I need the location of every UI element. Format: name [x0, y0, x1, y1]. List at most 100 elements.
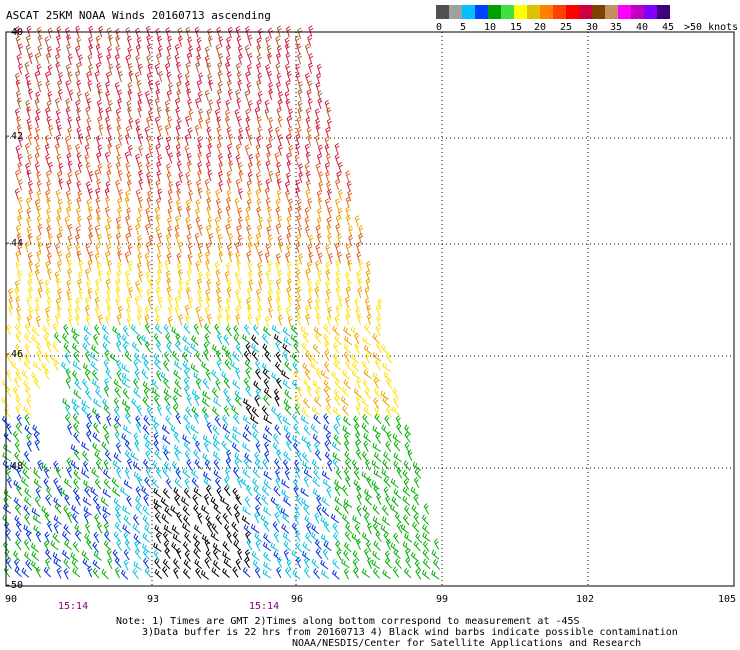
- wind-barb: [114, 505, 121, 517]
- wind-barb: [225, 99, 231, 111]
- wind-barb: [57, 288, 63, 300]
- wind-barb: [363, 513, 370, 525]
- wind-barb: [44, 143, 50, 156]
- wind-barb: [64, 413, 72, 426]
- wind-barb: [314, 396, 322, 407]
- wind-barb: [241, 334, 251, 344]
- wind-barb: [14, 323, 22, 335]
- wind-barb: [286, 70, 292, 83]
- wind-barb: [421, 569, 430, 580]
- wind-barb: [332, 452, 341, 462]
- wind-barb: [14, 515, 22, 526]
- wind-barb: [86, 125, 92, 137]
- wind-barb: [65, 80, 71, 92]
- wind-barb: [402, 486, 411, 497]
- wind-barb: [52, 552, 61, 562]
- wind-barb: [204, 459, 211, 471]
- wind-barb: [396, 467, 403, 479]
- wind-barb: [353, 567, 360, 579]
- wind-barb: [37, 459, 43, 472]
- wind-barb: [155, 467, 163, 479]
- wind-barb: [317, 90, 323, 102]
- wind-barb: [124, 196, 130, 208]
- wind-barb: [87, 259, 93, 271]
- colorbar-segment: [605, 5, 618, 19]
- wind-barb: [15, 422, 23, 434]
- lon-label-93: 93: [147, 594, 160, 605]
- wind-barb: [162, 531, 170, 543]
- wind-barb: [343, 343, 352, 354]
- wind-barb: [227, 152, 233, 164]
- wind-barb: [237, 216, 243, 228]
- wind-barb: [3, 443, 12, 454]
- wind-barb: [358, 259, 364, 272]
- wind-barb: [74, 379, 82, 391]
- wind-barb: [303, 424, 311, 436]
- wind-barb: [404, 532, 413, 543]
- wind-barb: [235, 62, 241, 75]
- wind-barb: [66, 279, 72, 291]
- wind-barb: [83, 325, 92, 336]
- wind-barb: [351, 369, 360, 380]
- wind-barb: [14, 188, 20, 200]
- wind-barb: [375, 304, 381, 316]
- wind-barb: [157, 232, 163, 244]
- wind-barb: [314, 441, 321, 453]
- wind-barb: [395, 415, 402, 427]
- wind-barb: [85, 388, 92, 400]
- wind-barb: [31, 551, 40, 562]
- wind-barb: [202, 378, 210, 390]
- wind-barb: [296, 205, 302, 218]
- wind-barb: [332, 353, 341, 364]
- wind-barb: [30, 542, 39, 553]
- wind-barb: [71, 342, 80, 353]
- wind-barb: [275, 198, 281, 210]
- wind-barb: [390, 542, 399, 552]
- wind-barb: [385, 495, 392, 507]
- wind-barb: [327, 206, 333, 219]
- wind-barb: [413, 513, 420, 525]
- lat-label-46: -46: [5, 349, 24, 360]
- wind-barb: [24, 142, 30, 155]
- wind-barb: [106, 217, 112, 229]
- wind-barb: [284, 469, 290, 481]
- wind-barb: [295, 467, 301, 479]
- wind-barb: [385, 538, 392, 551]
- wind-barb: [23, 352, 31, 364]
- wind-barb: [188, 45, 194, 57]
- wind-barb: [145, 25, 151, 37]
- wind-barb: [335, 178, 341, 191]
- wind-barb: [97, 88, 103, 100]
- wind-barb: [326, 460, 333, 472]
- wind-barb: [98, 270, 104, 282]
- wind-barb: [294, 404, 301, 416]
- wind-barb: [205, 288, 211, 301]
- wind-barb: [392, 387, 399, 399]
- wind-barb: [104, 224, 110, 236]
- wind-barb: [36, 350, 42, 362]
- wind-barb: [21, 460, 30, 471]
- wind-barb: [261, 494, 269, 506]
- wind-barb: [293, 485, 299, 497]
- wind-barb: [96, 82, 102, 94]
- wind-barb: [55, 278, 61, 290]
- wind-barb: [375, 432, 381, 444]
- wind-barb: [320, 516, 329, 526]
- wind-barb: [198, 224, 204, 236]
- wind-barb: [382, 459, 390, 470]
- wind-barb: [301, 406, 309, 418]
- wind-barb: [115, 143, 121, 155]
- wind-barb: [243, 350, 251, 362]
- note-line-3: NOAA/NESDIS/Center for Satellite Applica…: [292, 638, 642, 649]
- wind-barb: [302, 397, 310, 409]
- wind-barb: [236, 97, 242, 109]
- wind-barb: [44, 549, 52, 560]
- wind-barb: [67, 295, 73, 307]
- wind-barb: [203, 471, 212, 481]
- wind-barb: [206, 126, 212, 139]
- wind-barb: [308, 62, 314, 74]
- wind-barb: [102, 506, 111, 516]
- wind-barb: [75, 314, 81, 326]
- wind-barb: [235, 343, 243, 355]
- wind-barb: [54, 97, 60, 110]
